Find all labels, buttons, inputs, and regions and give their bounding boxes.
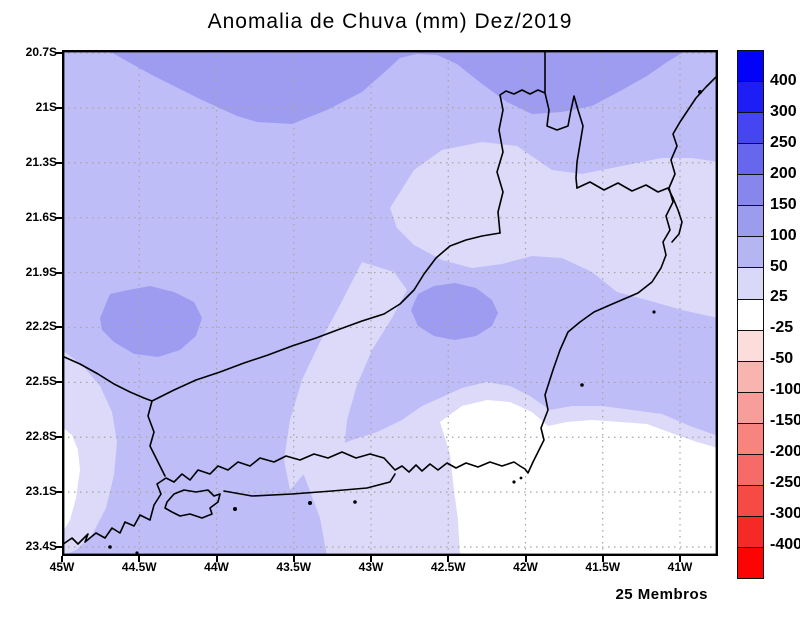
colorbar-segment [738,143,763,175]
lat-tick-label: 23.4S [25,539,57,553]
coastline [62,74,718,546]
lon-tick-mark [447,556,450,562]
region-100-150-west-blob [100,286,202,357]
region-25-50-connector-strip [284,262,407,490]
lat-tick-mark [56,546,62,548]
lon-tick-mark [370,556,372,562]
colorbar-segment [738,484,763,516]
lon-tick-label: 41.5W [585,560,621,574]
island-ilha-grande [164,489,221,519]
region-25-50-east-band [390,142,718,318]
state-border-notch [496,50,584,234]
colorbar-tick-label: -25 [770,319,794,337]
lon-tick-mark [292,556,295,562]
region-white-southeast [440,400,718,556]
colorbar-tick-label: 300 [770,102,797,120]
coastline-sandbar [223,473,396,497]
lat-tick-label: 21.6S [25,209,57,224]
lat-tick-mark [56,271,62,274]
colorbar-segment [738,298,763,330]
colorbar-tick-label: -200 [770,443,800,461]
state-border-to-coast [147,400,166,477]
lat-tick-mark [56,436,62,439]
colorbar-segment [738,51,763,82]
colorbar-tick-label: 200 [770,164,797,182]
colorbar-tick-label: 150 [770,195,797,213]
state-border-west [62,355,153,402]
lat-tick-label: 21S [35,99,57,114]
lon-tick-mark [215,556,218,562]
region-white-west-sliver [62,427,80,533]
colorbar-segment [738,236,763,268]
chart-title: Anomalia de Chuva (mm) Dez/2019 [207,10,573,33]
colorbar-segment [738,329,763,361]
state-border-east [671,197,683,243]
lat-tick-label: 21.9S [25,264,57,279]
lon-tick-mark [679,556,681,562]
grid-layer [62,50,718,556]
colorbar-tick-label: 50 [770,257,788,275]
state-border-diagonal [151,232,501,402]
lon-tick-label: 45W [49,560,75,574]
colorbar-tick-label: -300 [770,504,800,522]
lon-tick-mark [138,556,141,562]
colorbar-segment [738,112,763,144]
lat-tick-label: 22.5S [25,374,57,389]
plot-frame [62,50,718,556]
lon-tick-mark [61,556,63,562]
lat-tick-label: 22.8S [25,429,57,444]
lat-tick-mark [56,161,62,164]
colorbar-segment [738,174,763,206]
colorbar-tick-label: -100 [770,381,800,399]
colorbar-tick-label: 25 [770,288,788,306]
colorbar [737,50,764,579]
lat-tick-label: 23.1S [25,484,57,499]
state-border-north [576,181,674,199]
colorbar-tick-label: 400 [770,71,797,89]
lat-tick-mark [56,52,62,54]
colorbar-tick-label: -250 [770,474,800,491]
lon-tick-label: 42.5W [430,560,466,574]
lat-tick-mark [56,216,62,219]
colorbar-segment [738,81,763,113]
colorbar-tick-label: -400 [770,535,800,553]
colorbar-segment [738,515,763,547]
lon-tick-label: 44.5W [121,560,157,574]
colorbar-segment [738,547,763,579]
lon-tick-label: 41W [667,560,693,574]
lat-tick-mark [56,106,62,109]
region-100-150-north-band [107,50,687,124]
lat-tick-label: 22.2S [25,319,57,334]
lat-tick-mark [56,326,62,329]
lat-tick-mark [56,491,62,494]
lon-tick-mark [601,556,604,562]
lon-tick-mark [524,556,527,562]
colorbar-segment [738,205,763,237]
lon-tick-label: 43.5W [276,560,312,574]
small-islands [108,90,702,555]
colorbar-segment [738,422,763,454]
colorbar-segment [738,360,763,392]
region-25-50-west-strip [62,350,117,556]
lon-tick-label: 42W [513,560,538,574]
colorbar-segment [738,453,763,485]
colorbar-tick-label: -150 [770,412,800,430]
lon-tick-label: 43W [358,560,384,574]
lat-tick-mark [56,381,62,384]
colorbar-segment [738,267,763,299]
lon-tick-label: 44W [204,560,229,574]
region-100-150-center-blob [411,283,498,340]
colorbar-tick-label: -50 [770,350,794,368]
colorbar-segment [738,391,763,423]
lat-tick-label: 21.3S [25,154,57,169]
colorbar-tick-label: 100 [770,226,797,244]
ensemble-members-label: 25 Membros [615,586,708,603]
map-plot [62,50,718,556]
lat-tick-label: 20.7S [25,45,57,59]
colorbar-tick-label: 250 [770,133,797,151]
